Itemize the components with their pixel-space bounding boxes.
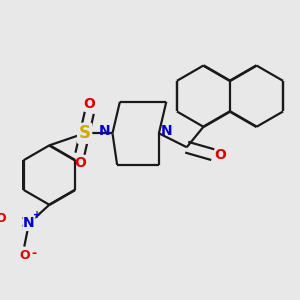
Text: O: O (83, 97, 95, 111)
Text: O: O (19, 249, 30, 262)
Text: O: O (214, 148, 226, 162)
Text: N: N (160, 124, 172, 138)
Text: O: O (74, 156, 86, 170)
Text: N: N (98, 124, 110, 138)
Text: +: + (33, 210, 41, 220)
Text: -: - (31, 248, 36, 260)
Text: S: S (79, 124, 91, 142)
Text: O: O (0, 212, 6, 225)
Text: N: N (23, 216, 35, 230)
